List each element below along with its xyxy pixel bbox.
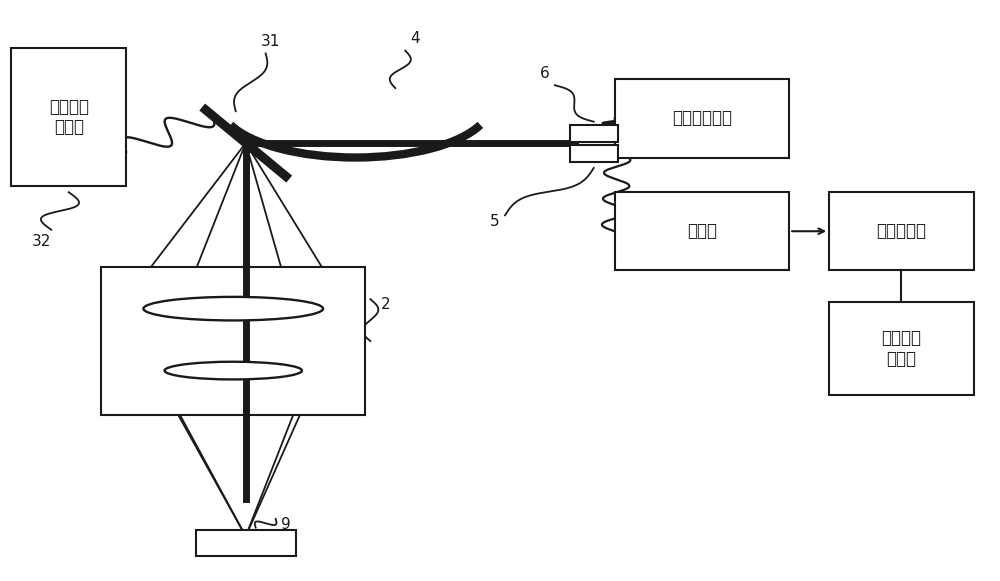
Text: 2: 2 (381, 297, 390, 313)
Bar (570, 145, 618, 162)
Bar (829, 192, 974, 270)
Bar (101, 267, 365, 415)
Text: 5: 5 (490, 214, 500, 228)
Bar (615, 192, 789, 270)
Text: 光谱探测器: 光谱探测器 (876, 222, 926, 240)
Text: 9: 9 (281, 517, 290, 532)
Text: 6: 6 (540, 66, 550, 81)
Bar (829, 302, 974, 394)
Bar (196, 530, 296, 557)
Ellipse shape (165, 362, 302, 379)
Text: 光谱数据
分析器: 光谱数据 分析器 (881, 329, 921, 368)
Bar (11, 48, 126, 187)
Bar (570, 124, 618, 142)
Text: 激光扫描
控制器: 激光扫描 控制器 (49, 98, 89, 137)
Text: 31: 31 (261, 34, 280, 49)
Text: 光谱仪: 光谱仪 (687, 222, 717, 240)
Text: 4: 4 (410, 31, 420, 46)
Text: 激光诱导光源: 激光诱导光源 (672, 109, 732, 127)
Ellipse shape (143, 297, 323, 321)
Bar (615, 80, 789, 157)
Text: 32: 32 (32, 234, 51, 249)
